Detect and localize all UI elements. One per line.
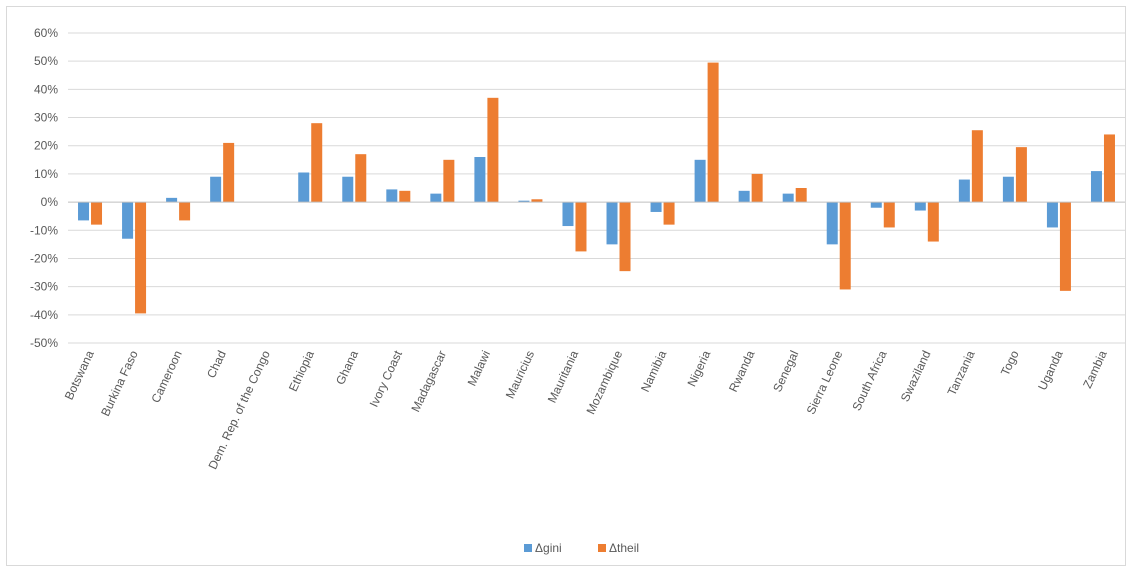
bars bbox=[78, 62, 1115, 314]
y-tick-label: -20% bbox=[30, 251, 58, 265]
x-tick-label: Cameroon bbox=[148, 348, 184, 405]
bar-theil bbox=[179, 202, 191, 221]
x-tick-label: Rwanda bbox=[726, 348, 757, 394]
x-tick-label: Malawi bbox=[465, 348, 493, 388]
bar-theil bbox=[531, 199, 543, 203]
bar-theil bbox=[707, 62, 719, 203]
bar-theil bbox=[223, 142, 235, 203]
y-tick-label: 40% bbox=[34, 82, 58, 96]
bar-theil bbox=[1015, 147, 1027, 203]
bar-theil bbox=[971, 130, 983, 203]
bar-gini bbox=[958, 179, 970, 203]
bar-gini bbox=[430, 193, 442, 203]
bar-gini bbox=[122, 202, 134, 239]
y-axis-tick-labels: -50% -40% -30% -20% -10% 0% 10% 20% 30% 40% 50% 60% bbox=[30, 26, 58, 350]
bar-gini bbox=[914, 202, 926, 211]
bar-gini bbox=[210, 176, 222, 203]
legend: Δgini Δtheil bbox=[524, 541, 639, 555]
bar-gini bbox=[386, 189, 398, 203]
x-tick-label: Ivory Coast bbox=[367, 348, 406, 410]
x-tick-label: Botswana bbox=[62, 348, 97, 402]
x-tick-label: Namibia bbox=[638, 348, 669, 394]
bar-gini bbox=[342, 176, 354, 203]
x-tick-label: Ghana bbox=[333, 348, 361, 387]
x-tick-label: Nigeria bbox=[685, 348, 714, 389]
bar-theil bbox=[443, 159, 455, 203]
x-tick-label: Tanzania bbox=[945, 348, 978, 398]
bar-gini bbox=[606, 202, 618, 245]
y-tick-label: 20% bbox=[34, 139, 58, 153]
x-tick-label: Ethiopia bbox=[286, 348, 317, 394]
gridlines bbox=[68, 32, 1125, 344]
y-tick-label: 10% bbox=[34, 167, 58, 181]
legend-label: Δgini bbox=[535, 541, 562, 555]
bar-gini bbox=[78, 202, 90, 221]
bar-theil bbox=[575, 202, 587, 252]
bar-gini bbox=[474, 157, 486, 203]
x-tick-label: Burkina Faso bbox=[98, 348, 141, 418]
bar-gini bbox=[1046, 202, 1058, 228]
bar-theil bbox=[135, 202, 147, 314]
bar-theil bbox=[751, 173, 763, 203]
legend-swatch bbox=[524, 544, 532, 552]
bar-theil bbox=[663, 202, 675, 225]
y-tick-label: 50% bbox=[34, 54, 58, 68]
legend-swatch bbox=[598, 544, 606, 552]
x-tick-label: Sierra Leone bbox=[804, 348, 846, 416]
bar-theil bbox=[883, 202, 895, 228]
bar-gini bbox=[738, 190, 750, 203]
y-tick-label: -10% bbox=[30, 223, 58, 237]
bar-theil bbox=[91, 202, 103, 225]
x-tick-label: Madagascar bbox=[408, 348, 449, 414]
bar-gini bbox=[826, 202, 838, 245]
y-tick-label: -30% bbox=[30, 280, 58, 294]
bar-gini bbox=[870, 202, 882, 208]
bar-theil bbox=[795, 188, 807, 203]
bar-gini bbox=[1090, 171, 1102, 203]
bar-gini bbox=[650, 202, 662, 212]
bar-theil bbox=[311, 123, 323, 203]
bar-theil bbox=[355, 154, 367, 203]
bar-gini bbox=[166, 197, 178, 203]
x-tick-label: South Africa bbox=[849, 348, 889, 413]
x-tick-label: Mozambique bbox=[584, 348, 626, 416]
bar-theil bbox=[1103, 134, 1115, 203]
x-tick-label: Togo bbox=[998, 348, 1022, 378]
y-tick-label: 60% bbox=[34, 26, 58, 40]
bar-gini bbox=[562, 202, 574, 227]
bar-gini bbox=[298, 172, 310, 203]
y-tick-label: -40% bbox=[30, 308, 58, 322]
chart-frame bbox=[6, 6, 1126, 566]
x-tick-label: Mauricius bbox=[503, 348, 537, 400]
bar-theil bbox=[487, 97, 499, 203]
legend-label: Δtheil bbox=[609, 541, 639, 555]
bar-theil bbox=[619, 202, 631, 272]
y-tick-label: 0% bbox=[41, 195, 59, 209]
bar-theil bbox=[927, 202, 939, 242]
bar-theil bbox=[839, 202, 851, 290]
x-tick-label: Zambia bbox=[1080, 348, 1110, 390]
x-tick-label: Swaziland bbox=[898, 348, 934, 403]
y-tick-label: 30% bbox=[34, 111, 58, 125]
x-tick-label: Uganda bbox=[1035, 348, 1066, 392]
x-tick-label: Senegal bbox=[770, 348, 801, 394]
bar-gini bbox=[518, 200, 530, 203]
y-tick-label: -50% bbox=[30, 336, 58, 350]
x-tick-label: Chad bbox=[204, 348, 229, 380]
x-tick-label: Mauritania bbox=[545, 348, 582, 405]
bar-gini bbox=[1002, 176, 1014, 203]
bar-gini bbox=[782, 193, 794, 203]
bar-theil bbox=[1059, 202, 1071, 291]
bar-theil bbox=[399, 190, 411, 203]
bar-gini bbox=[694, 159, 706, 203]
